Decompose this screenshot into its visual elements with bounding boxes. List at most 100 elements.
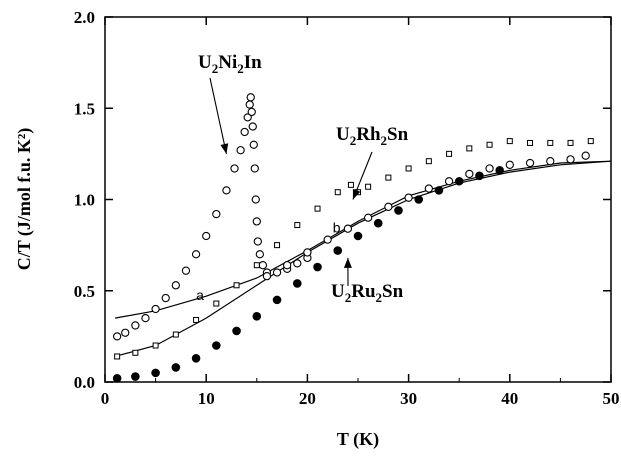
series-1-point-2 (152, 342, 159, 349)
series-3-point-12 (505, 160, 514, 169)
series-2-point-8 (272, 295, 282, 305)
x-tick-label-4: 40 (501, 389, 518, 408)
series-0-point-7 (181, 266, 191, 275)
series-2-point-14 (394, 206, 403, 215)
annotation-arrow-0 (209, 77, 227, 154)
series-0-point-0 (112, 332, 122, 341)
series-3-point-14 (546, 157, 555, 166)
series-0-point-18 (247, 107, 256, 117)
series-1-point-18 (446, 150, 453, 157)
series-3-point-0 (262, 271, 272, 281)
y-axis-title: C/T (J/mol f.u. K²) (14, 128, 35, 271)
annotations: U2Ni2In U2Rh2Sn U2Ru2Sn a b (196, 52, 409, 305)
series-3-point-6 (384, 202, 393, 211)
series-2-point-19 (495, 166, 504, 175)
series-0-point-9 (202, 231, 211, 241)
series-1-point-14 (365, 183, 372, 190)
series-2-point-16 (434, 186, 444, 195)
series-2-point-12 (353, 231, 363, 241)
series-0-point-20 (249, 140, 258, 149)
series-3-point-11 (485, 164, 494, 173)
series-0-point-16 (245, 100, 254, 109)
series-3-point-10 (465, 169, 474, 179)
series-0-point-24 (253, 237, 262, 246)
annotation-arrowhead-2 (343, 257, 352, 268)
series-0-point-13 (236, 146, 245, 155)
x-axis-title: T (K) (337, 429, 379, 450)
series-3-point-4 (343, 224, 353, 233)
series-0-point-3 (141, 313, 150, 323)
series-2-point-6 (232, 326, 241, 336)
series-1-point-25 (587, 138, 594, 145)
series-0-point-11 (222, 186, 231, 195)
x-tick-label-1: 10 (198, 389, 215, 408)
series-3-point-7 (404, 193, 413, 202)
fit-label-b: b (333, 219, 341, 235)
plot-frame (104, 16, 612, 383)
fit-curve-b (114, 160, 612, 357)
x-tick-label-3: 30 (400, 389, 417, 408)
series-3-point-2 (303, 248, 312, 257)
fit-curve-a (114, 160, 612, 319)
series-0-point-8 (191, 250, 201, 259)
data-points (112, 93, 594, 383)
series-3-point-15 (566, 155, 575, 164)
series-1-point-8 (274, 242, 281, 249)
series-0-point-12 (230, 164, 239, 173)
y-tick-label-4: 2.0 (74, 8, 95, 27)
axis-ticks: 0 10 20 30 40 50 0.0 0.5 1.0 1.5 2.0 (74, 8, 620, 408)
series-2-point-18 (475, 171, 484, 181)
series-1-point-15 (385, 174, 392, 181)
series-0-point-2 (131, 321, 140, 330)
annotation-label-2: U2Ru2Sn (331, 281, 404, 305)
series-0-point-19 (248, 122, 257, 131)
series-3-point-3 (323, 235, 332, 244)
annotation-label-0: U2Ni2In (198, 52, 262, 76)
series-1-point-17 (425, 158, 432, 165)
series-1-point-7 (253, 262, 260, 269)
y-tick-label-1: 0.5 (74, 282, 95, 301)
series-0-point-6 (171, 281, 180, 290)
series-0-point-26 (258, 261, 268, 270)
series-0-point-22 (251, 195, 260, 204)
series-2-point-15 (414, 195, 424, 204)
series-1-point-12 (347, 181, 354, 188)
series-2-point-1 (131, 372, 140, 381)
series-2-point-13 (373, 218, 383, 228)
annotation-arrowhead-1 (352, 188, 361, 200)
series-1-point-16 (405, 165, 412, 172)
series-1-point-19 (466, 145, 473, 152)
series-1-point-10 (314, 205, 321, 212)
series-0-point-23 (252, 217, 261, 226)
series-3-point-8 (424, 184, 433, 193)
series-3-point-16 (581, 151, 590, 160)
series-1-point-0 (114, 353, 121, 360)
series-1-point-6 (233, 282, 240, 289)
series-1-point-24 (567, 139, 574, 146)
series-2-point-0 (112, 374, 122, 383)
series-2-point-9 (292, 279, 302, 288)
fit-curves (114, 160, 612, 357)
series-1-point-23 (547, 139, 554, 146)
series-2-point-2 (151, 368, 160, 378)
series-0-point-5 (161, 293, 170, 303)
series-0-point-30 (293, 259, 302, 268)
series-3-point-9 (444, 177, 454, 186)
annotation-arrowhead-0 (220, 143, 229, 154)
series-2-point-4 (191, 353, 201, 363)
series-1-point-9 (294, 222, 301, 229)
series-0-point-1 (121, 328, 130, 337)
series-0-point-10 (212, 209, 221, 219)
x-tick-label-5: 50 (603, 389, 620, 408)
series-1-point-20 (486, 141, 493, 148)
y-tick-label-3: 1.5 (74, 99, 95, 118)
series-0-point-21 (250, 164, 259, 173)
series-1-point-1 (132, 349, 139, 356)
series-2-point-17 (454, 176, 464, 186)
series-2-point-11 (333, 246, 343, 255)
annotation-label-1: U2Rh2Sn (336, 124, 409, 148)
x-tick-label-2: 20 (299, 389, 316, 408)
series-0-point-17 (246, 93, 255, 102)
series-2-point-10 (313, 262, 322, 272)
series-1-point-3 (172, 331, 179, 338)
